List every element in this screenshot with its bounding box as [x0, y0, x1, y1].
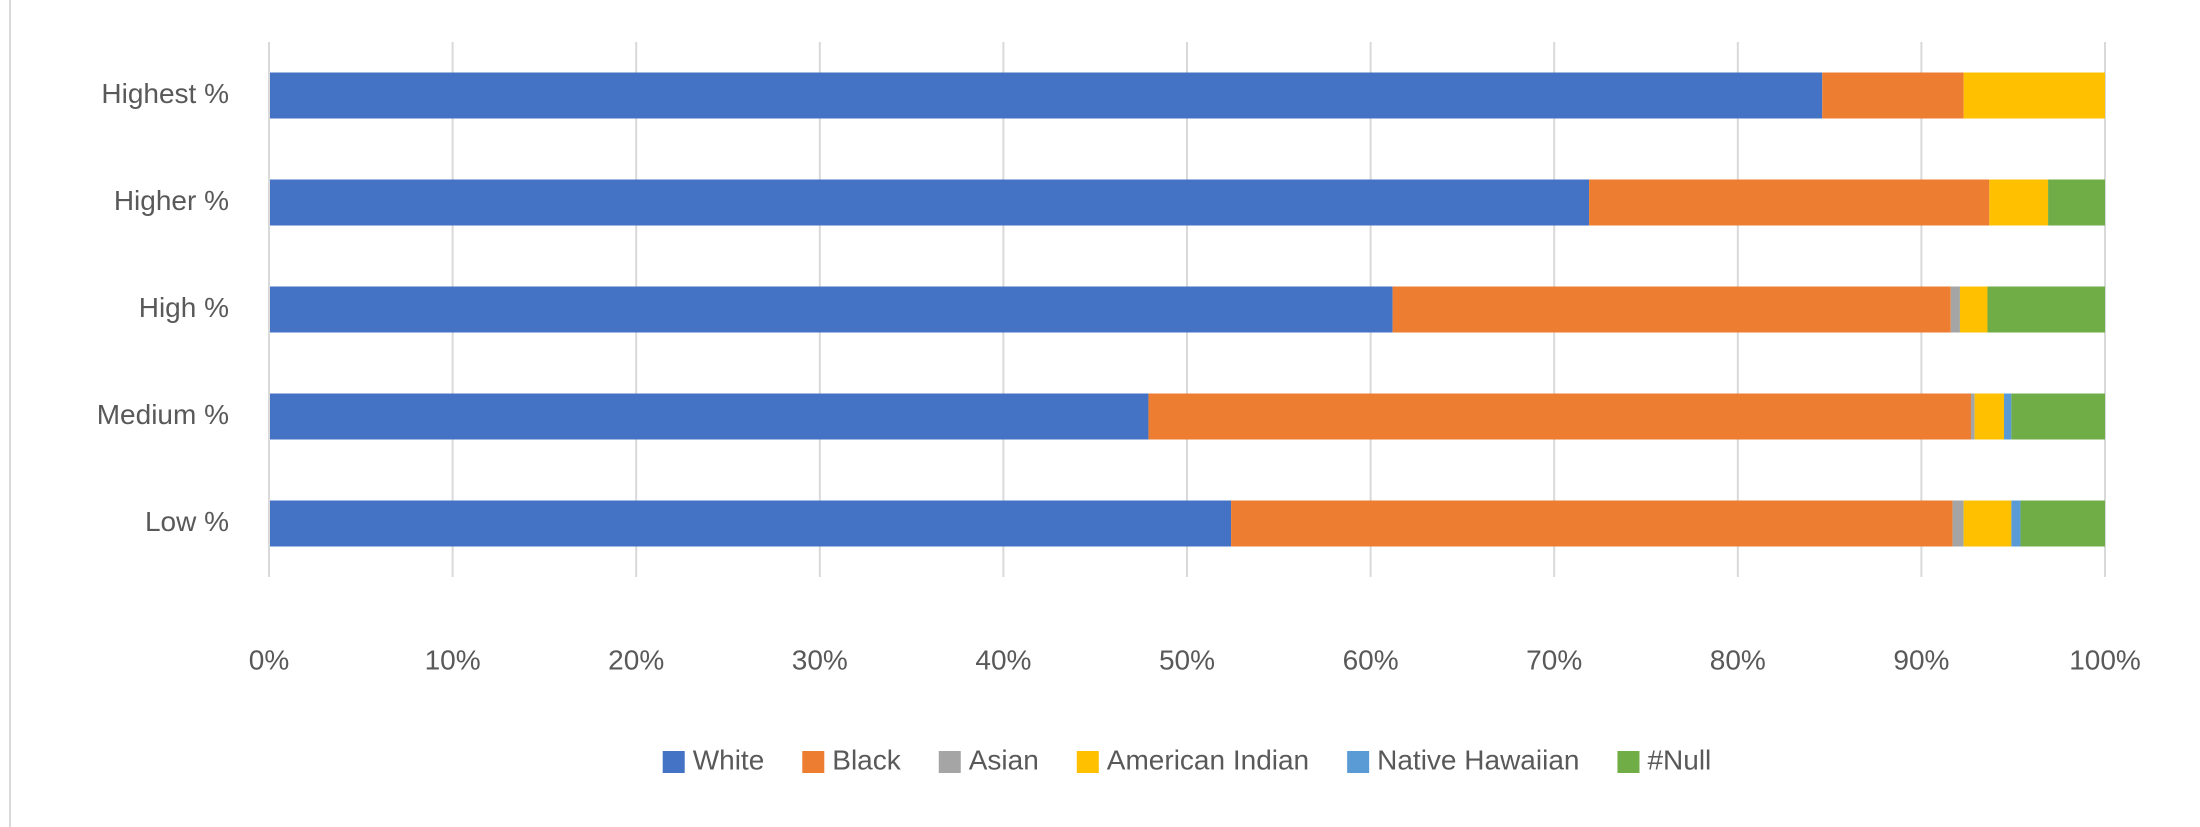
bar-segment — [1952, 500, 1964, 547]
x-tick-label: 10% — [425, 644, 481, 675]
bar-segment — [2011, 393, 2105, 440]
x-tick-label: 70% — [1526, 644, 1582, 675]
bar-segment — [1392, 286, 1951, 333]
y-tick-label: Low % — [145, 506, 229, 537]
legend-label: #Null — [1647, 744, 1711, 775]
x-tick-label: 0% — [249, 644, 289, 675]
bar-segment — [269, 286, 1393, 333]
bar-segment — [1974, 393, 2005, 440]
y-tick-label: Higher % — [114, 185, 229, 216]
bar-segment — [1148, 393, 1971, 440]
bar-segment — [1963, 500, 2012, 547]
bar-segment — [1987, 286, 2105, 333]
legend-swatch — [1617, 751, 1640, 773]
x-tick-label: 30% — [792, 644, 848, 675]
x-tick-label: 40% — [975, 644, 1031, 675]
legend-swatch — [1076, 751, 1099, 773]
legend-swatch — [1347, 751, 1370, 773]
legend-label: Black — [832, 744, 901, 775]
bar-segment — [1970, 393, 1975, 440]
bar-segment — [1963, 72, 2105, 119]
y-tick-label: Highest % — [101, 78, 229, 109]
bar-segment — [1589, 179, 1990, 226]
bar-segment — [2004, 393, 2012, 440]
bar-segment — [2048, 179, 2105, 226]
legend-label: White — [693, 744, 765, 775]
y-tick-label: High % — [139, 292, 229, 323]
legend-label: Native Hawaiian — [1377, 744, 1579, 775]
legend-swatch — [802, 751, 825, 773]
x-tick-label: 20% — [608, 644, 664, 675]
x-tick-label: 50% — [1159, 644, 1215, 675]
legend-label: Asian — [969, 744, 1039, 775]
legend-swatch — [938, 751, 961, 773]
bar-segment — [269, 393, 1149, 440]
x-tick-label: 60% — [1343, 644, 1399, 675]
bar-segment — [2020, 500, 2105, 547]
bar-segment — [1959, 286, 1988, 333]
bar-segment — [269, 179, 1590, 226]
bar-segment — [1950, 286, 1960, 333]
legend-swatch — [662, 751, 685, 773]
bar-segment — [269, 500, 1232, 547]
bar-segment — [1822, 72, 1964, 119]
x-tick-label: 100% — [2069, 644, 2141, 675]
bar-segment — [2011, 500, 2021, 547]
y-tick-label: Medium % — [97, 399, 229, 430]
legend-label: American Indian — [1107, 744, 1309, 775]
bar-segment — [1231, 500, 1953, 547]
bar-segment — [269, 72, 1823, 119]
bar-segment — [1989, 179, 2049, 226]
x-tick-label: 90% — [1893, 644, 1949, 675]
x-tick-label: 80% — [1710, 644, 1766, 675]
